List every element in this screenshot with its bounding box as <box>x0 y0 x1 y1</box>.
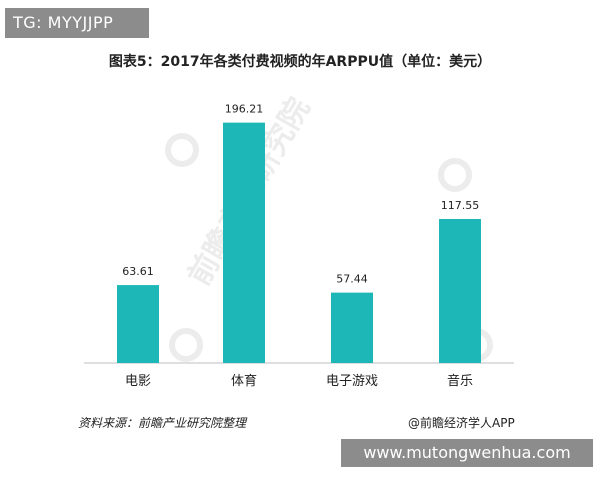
bar-1 <box>223 122 265 363</box>
watermark-logo-2 <box>438 158 472 192</box>
site-url-badge: www.mutongwenhua.com <box>341 439 593 467</box>
bar-3 <box>439 219 481 363</box>
category-label-0: 电影 <box>125 374 151 389</box>
value-label-2: 57.44 <box>336 273 368 286</box>
category-label-3: 音乐 <box>447 373 473 389</box>
watermark-logo-3 <box>169 328 203 362</box>
source-note: 资料来源：前瞻产业研究院整理 <box>78 416 247 430</box>
bar-0 <box>117 285 159 363</box>
value-label-1: 196.21 <box>225 103 264 116</box>
credit-text: @前瞻经济学人APP <box>408 416 515 430</box>
category-label-2: 电子游戏 <box>326 374 378 389</box>
chart-title: 图表5：2017年各类付费视频的年ARPPU值（单位：美元） <box>108 54 492 70</box>
value-label-0: 63.61 <box>122 265 154 278</box>
watermark-logo-1 <box>165 133 199 167</box>
channel-badge: TG: MYYJJPP <box>5 8 149 38</box>
bar-2 <box>331 292 373 363</box>
value-label-3: 117.55 <box>441 199 480 212</box>
category-label-1: 体育 <box>231 373 257 389</box>
